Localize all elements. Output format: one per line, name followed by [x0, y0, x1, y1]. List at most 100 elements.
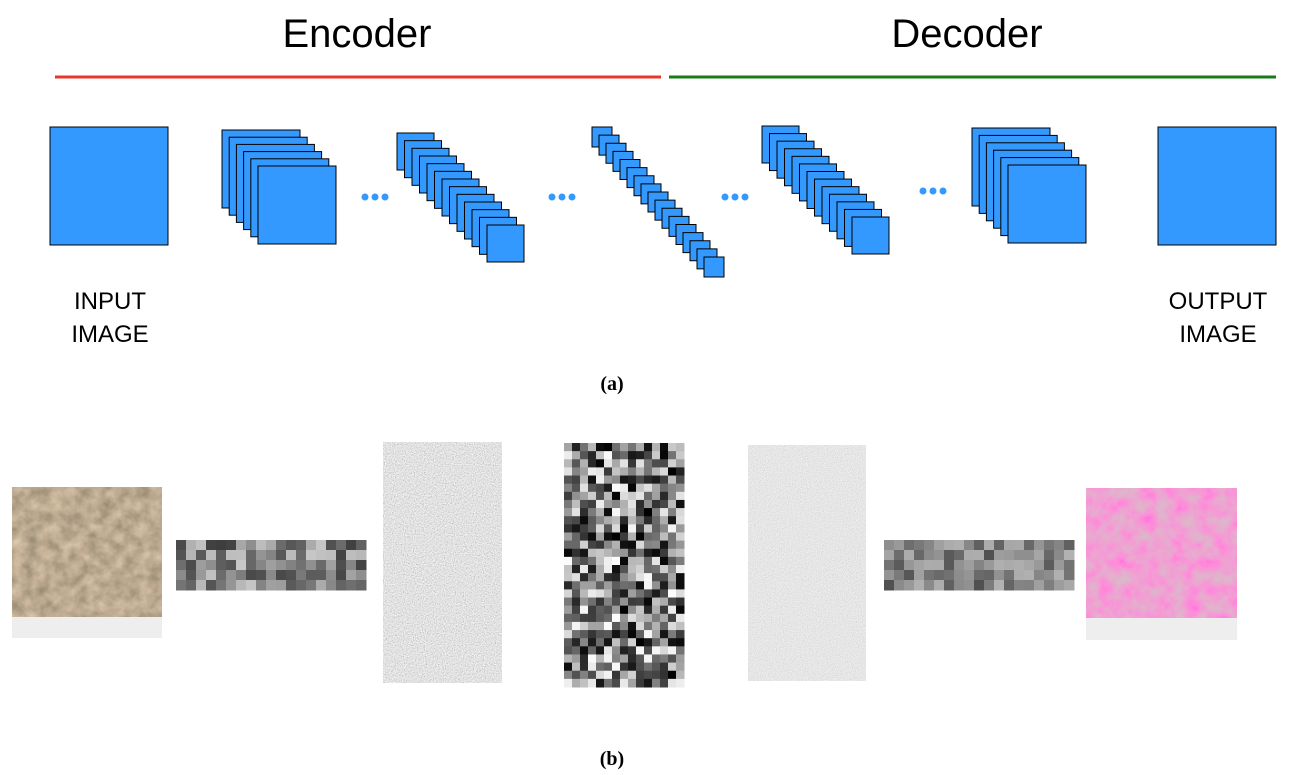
pixel — [276, 580, 287, 591]
pixel — [676, 654, 685, 663]
pixel — [572, 467, 581, 476]
pixel — [660, 573, 669, 582]
pixel — [604, 646, 613, 655]
pixel — [572, 541, 581, 550]
pixel — [216, 540, 227, 551]
pixel — [596, 476, 605, 485]
pixel — [660, 516, 669, 525]
pixel — [216, 560, 227, 571]
pixel — [596, 500, 605, 509]
pixel — [620, 565, 629, 574]
pixel — [1024, 580, 1035, 591]
pixel — [588, 646, 597, 655]
pixel — [612, 524, 621, 533]
pixel — [286, 550, 297, 561]
pixel — [580, 614, 589, 623]
pixel — [934, 540, 945, 551]
pixel — [1034, 540, 1045, 551]
pixel — [612, 508, 621, 517]
pixel — [564, 598, 573, 607]
pixel — [1054, 540, 1065, 551]
pixel — [668, 492, 677, 501]
pixel — [196, 570, 207, 581]
pixel — [226, 550, 237, 561]
pixel — [226, 580, 237, 591]
pixel — [588, 492, 597, 501]
pixel — [588, 614, 597, 623]
pixel — [612, 606, 621, 615]
pixel — [628, 622, 637, 631]
pixel — [676, 549, 685, 558]
pixel — [652, 565, 661, 574]
pixel — [306, 580, 317, 591]
pixel — [580, 443, 589, 452]
pixel — [660, 638, 669, 647]
pixel — [676, 630, 685, 639]
pixel — [604, 443, 613, 452]
pixel — [596, 646, 605, 655]
pixel — [944, 550, 955, 561]
pixel — [636, 671, 645, 680]
pixel — [628, 565, 637, 574]
pixel — [914, 580, 925, 591]
pixel — [580, 581, 589, 590]
pixel — [984, 570, 995, 581]
pixel — [620, 581, 629, 590]
pixel — [668, 606, 677, 615]
pixel — [668, 532, 677, 541]
pixel — [660, 459, 669, 468]
pixel — [572, 565, 581, 574]
pixel — [668, 476, 677, 485]
pixel — [596, 541, 605, 550]
pixel — [612, 614, 621, 623]
caption: (a) — [600, 373, 623, 395]
pixel — [1064, 570, 1075, 581]
ellipsis-dot — [930, 188, 937, 195]
pixel — [572, 606, 581, 615]
input-label: IMAGE — [71, 321, 148, 348]
pixel — [176, 580, 187, 591]
pixel — [628, 476, 637, 485]
pixel — [668, 459, 677, 468]
pixel — [954, 540, 965, 551]
pixel — [564, 679, 573, 688]
pixel — [974, 580, 985, 591]
pixel — [1054, 580, 1065, 591]
pixel — [266, 560, 277, 571]
ellipsis-dot — [742, 194, 749, 201]
pixel — [596, 630, 605, 639]
pixel — [620, 622, 629, 631]
pixel — [994, 540, 1005, 551]
pixel — [1014, 550, 1025, 561]
pixel — [176, 570, 187, 581]
pixel — [628, 671, 637, 680]
pixel — [628, 443, 637, 452]
pixel — [1004, 560, 1015, 571]
pixel — [964, 570, 975, 581]
pixel — [660, 589, 669, 598]
pixel — [588, 589, 597, 598]
pixel — [924, 560, 935, 571]
ellipsis-dot — [940, 188, 947, 195]
pixel — [216, 570, 227, 581]
pixel — [612, 532, 621, 541]
pixel — [572, 508, 581, 517]
pixel — [596, 671, 605, 680]
pixel — [620, 589, 629, 598]
pixel — [246, 540, 257, 551]
pixel — [206, 580, 217, 591]
pixel — [652, 541, 661, 550]
pixel — [580, 654, 589, 663]
pixel — [676, 671, 685, 680]
pixel — [660, 679, 669, 688]
pixel — [612, 443, 621, 452]
pixel — [660, 532, 669, 541]
pixel — [572, 638, 581, 647]
pixel — [580, 508, 589, 517]
pixel — [628, 654, 637, 663]
pixel — [994, 570, 1005, 581]
pixel — [564, 443, 573, 452]
pixel — [884, 570, 895, 581]
pixel — [994, 580, 1005, 591]
pixel — [636, 492, 645, 501]
